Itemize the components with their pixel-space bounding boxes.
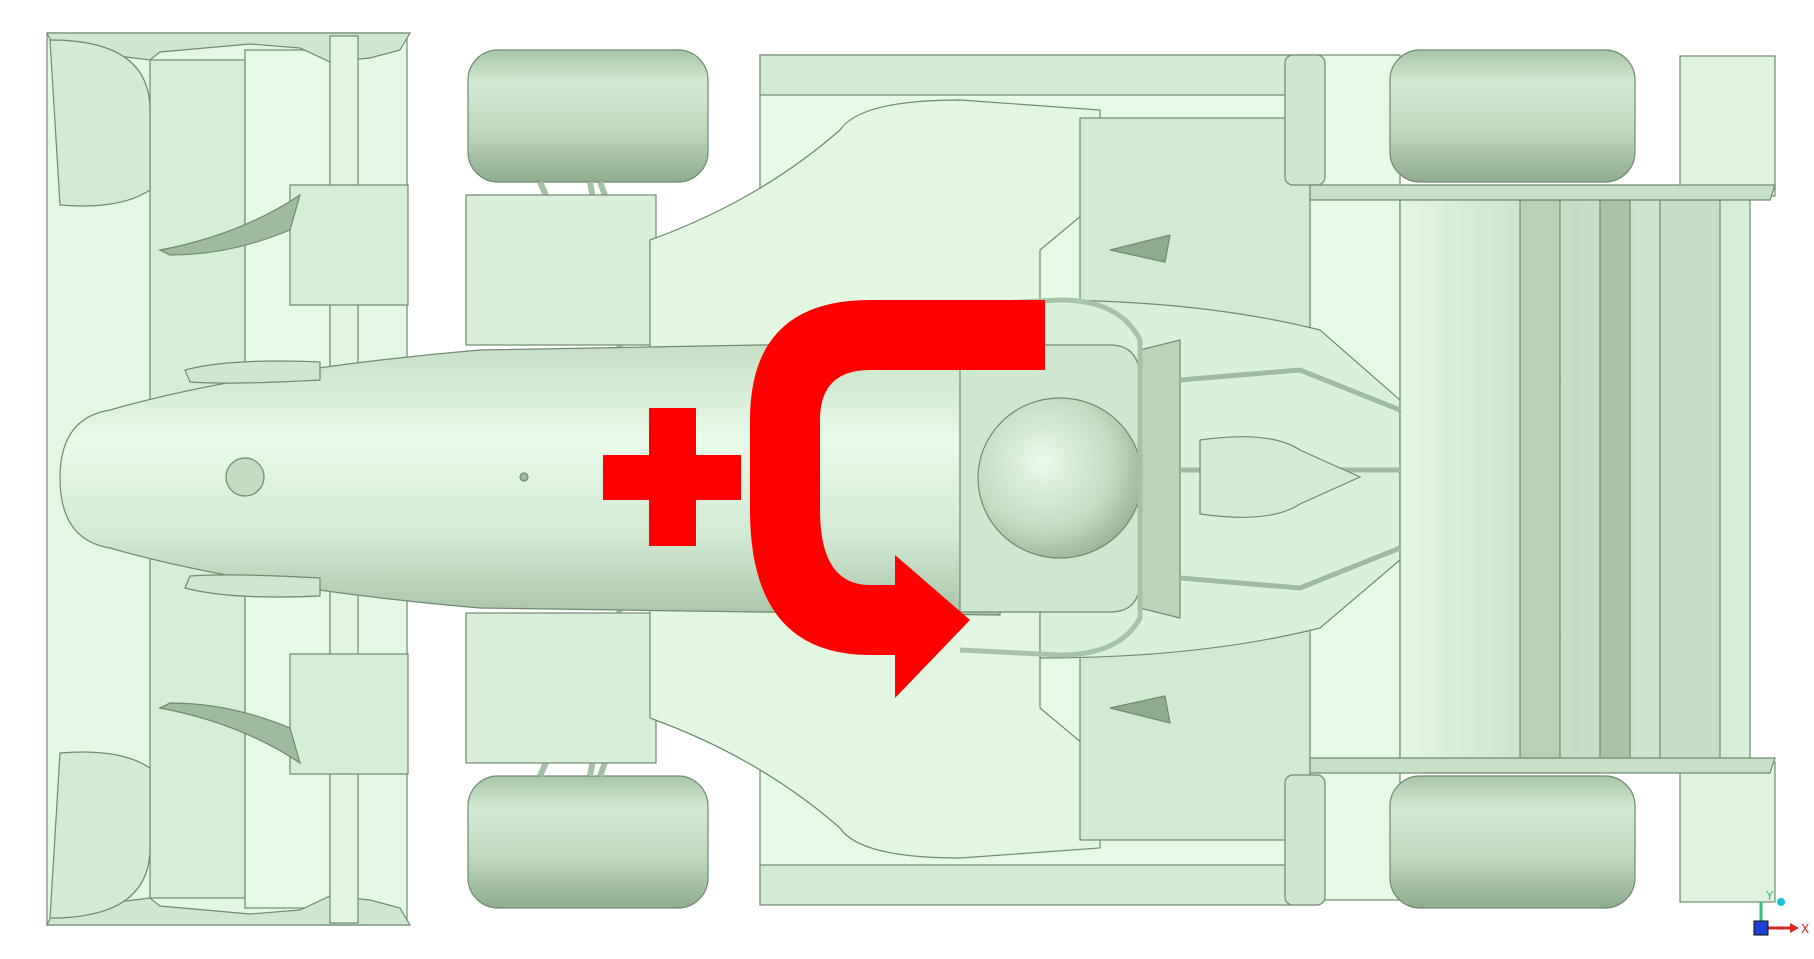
rear-wing-endplate-bottom	[1679, 761, 1776, 903]
front-left-tire	[467, 49, 709, 183]
front-tires	[465, 49, 709, 909]
rear-left-tire	[1389, 49, 1636, 183]
right-sidepod	[649, 577, 1101, 859]
plus-icon	[603, 408, 741, 546]
rear-wing	[1309, 55, 1776, 903]
rotation-annotation	[603, 300, 1045, 698]
rear-wing-endplate-top	[1679, 55, 1776, 197]
rear-right-tire	[1389, 775, 1636, 909]
x-axis-label: X	[1801, 922, 1809, 936]
nose-camera	[225, 457, 265, 497]
y-axis-tip	[1777, 898, 1785, 906]
curved-arrow-icon	[750, 300, 1045, 698]
z-axis-indicator	[1753, 920, 1769, 936]
axis-triad: Y X	[1753, 889, 1809, 936]
halo	[959, 297, 1143, 658]
front-right-tire	[467, 775, 709, 909]
rear-tires	[1389, 49, 1636, 909]
y-axis-label: Y	[1765, 889, 1774, 903]
driver-helmet	[977, 397, 1143, 559]
